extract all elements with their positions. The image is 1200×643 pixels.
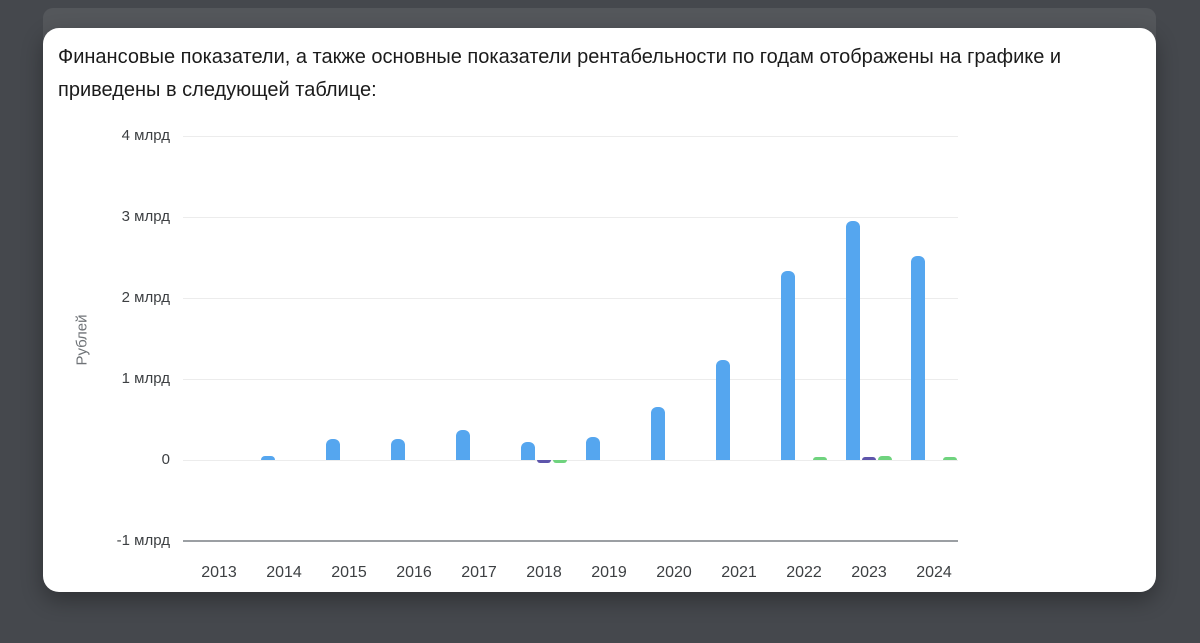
y-tick-label: -1 млрд [116, 532, 170, 549]
bar-series-blue-2016 [391, 438, 405, 460]
y-tick-label: 2 млрд [121, 289, 170, 306]
bar-series-green-2023 [878, 455, 892, 460]
bar-chart: Рублей 4 млрд 3 млрд 2 млрд 1 млрд 0 -1 млрд 2… [43, 28, 1156, 592]
bar-series-green-2022 [813, 457, 827, 460]
bar-series-purple-2018 [537, 460, 551, 463]
x-tick-label: 2013 [201, 564, 237, 581]
bar-series-blue-2019 [586, 436, 600, 460]
gridline [183, 298, 958, 299]
y-axis-title: Рублей [73, 314, 91, 366]
x-tick-label: 2024 [916, 564, 952, 581]
bar-series-blue-2021 [716, 360, 730, 460]
gridline [183, 217, 958, 218]
intro-text-line1: Финансовые показатели, а также основные … [58, 46, 1062, 68]
x-tick-label: 2016 [396, 564, 432, 581]
intro-text: Финансовые показатели, а также основные … [43, 28, 1156, 106]
x-tick-label: 2017 [461, 564, 497, 581]
intro-text-line2: приведены в следующей таблице: [58, 78, 377, 101]
x-axis-line [183, 540, 958, 542]
content-card: Финансовые показатели, а также основные … [43, 28, 1156, 592]
bar-series-blue-2017 [456, 430, 470, 460]
bar-series-blue-2015 [326, 438, 340, 460]
x-tick-label: 2022 [786, 564, 822, 581]
x-tick-label: 2019 [591, 564, 627, 581]
bar-series-green-2024 [943, 457, 957, 460]
bar-series-blue-2018 [521, 442, 535, 460]
y-tick-label: 1 млрд [121, 370, 170, 387]
x-tick-label: 2023 [851, 564, 887, 581]
x-tick-label: 2014 [266, 564, 302, 581]
y-tick-label: 3 млрд [121, 208, 170, 225]
x-tick-label: 2018 [526, 564, 562, 581]
bar-series-green-2018 [553, 460, 567, 463]
gridline [183, 460, 958, 461]
y-tick-label: 4 млрд [121, 127, 170, 144]
bar-series-purple-2023 [862, 457, 876, 460]
gridline [183, 379, 958, 380]
gridline [183, 136, 958, 137]
x-tick-label: 2020 [656, 564, 692, 581]
bar-series-blue-2020 [651, 407, 665, 460]
bar-series-blue-2024 [911, 255, 925, 460]
bar-series-blue-2014 [261, 455, 275, 460]
y-tick-label: 0 [161, 451, 170, 468]
x-tick-label: 2021 [721, 564, 757, 581]
x-tick-label: 2015 [331, 564, 367, 581]
bar-series-blue-2023 [846, 221, 860, 460]
bar-series-blue-2022 [781, 271, 795, 460]
